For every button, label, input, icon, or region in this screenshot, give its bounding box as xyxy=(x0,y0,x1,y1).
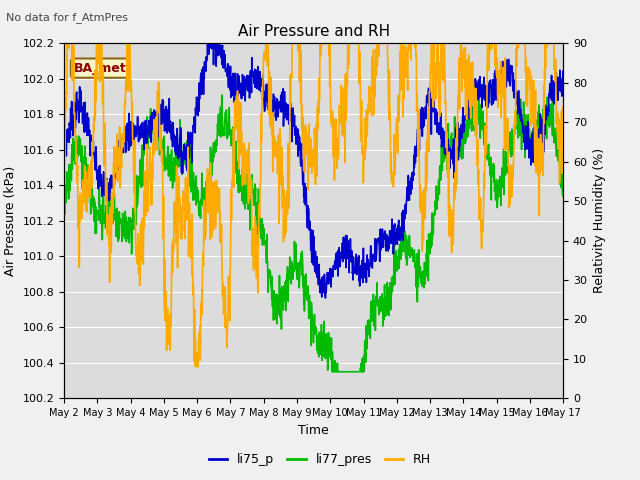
Y-axis label: Air Pressure (kPa): Air Pressure (kPa) xyxy=(4,166,17,276)
Title: Air Pressure and RH: Air Pressure and RH xyxy=(237,24,390,39)
Legend: li75_p, li77_pres, RH: li75_p, li77_pres, RH xyxy=(204,448,436,471)
Y-axis label: Relativity Humidity (%): Relativity Humidity (%) xyxy=(593,148,605,293)
Text: BA_met: BA_met xyxy=(74,61,127,74)
X-axis label: Time: Time xyxy=(298,424,329,437)
Text: No data for f_AtmPres: No data for f_AtmPres xyxy=(6,12,129,23)
